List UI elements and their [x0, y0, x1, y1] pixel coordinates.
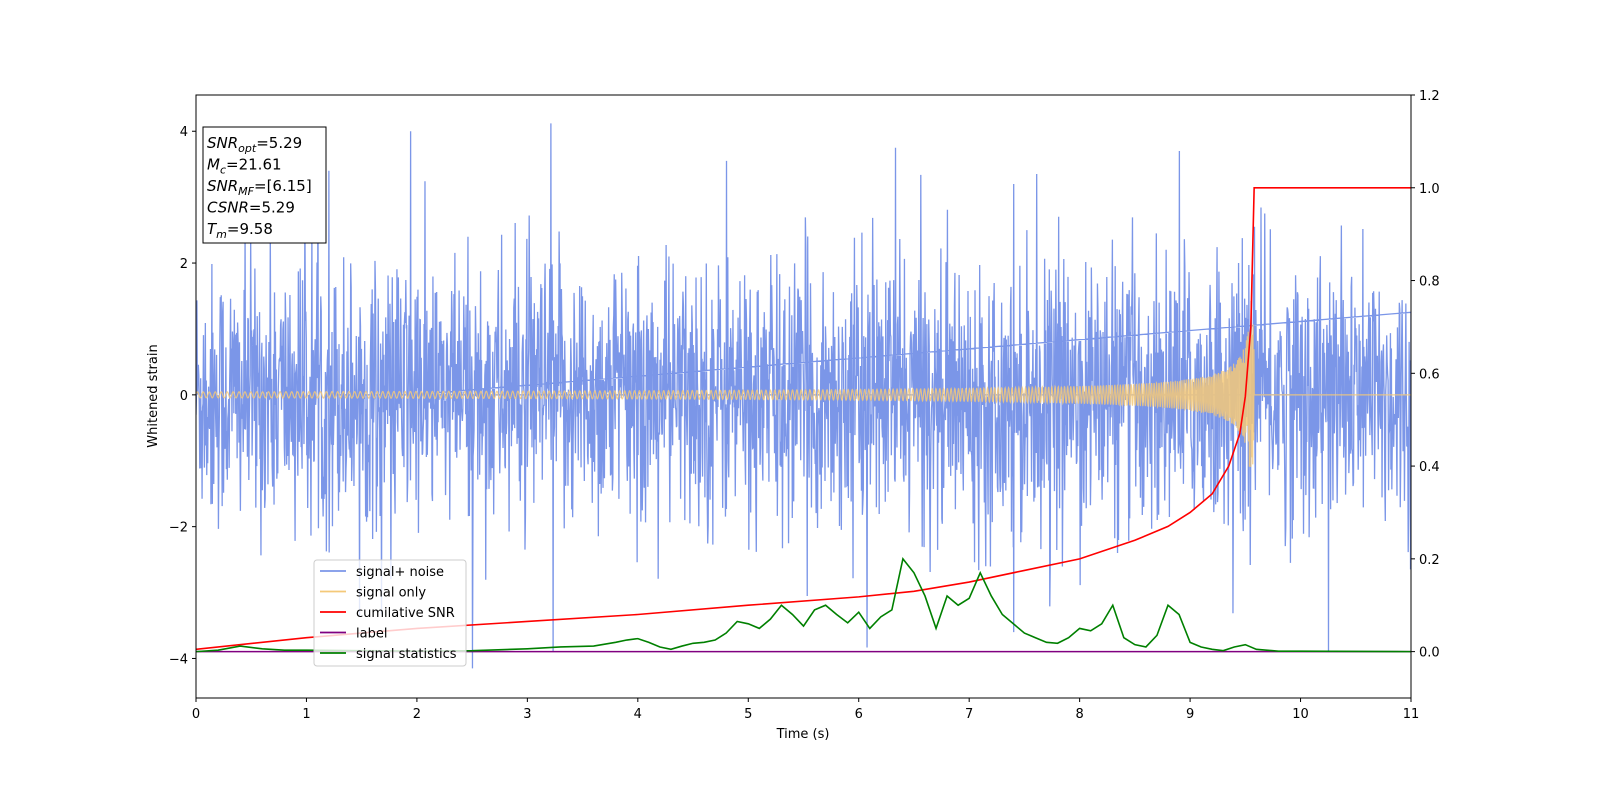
x-tick-label: 6	[855, 707, 863, 722]
y-tick-label: 2	[180, 257, 188, 272]
y2-tick-label: 0.6	[1419, 367, 1440, 382]
legend-label: signal statistics	[356, 647, 457, 662]
x-tick-label: 11	[1403, 707, 1420, 722]
legend-label: signal+ noise	[356, 565, 444, 580]
annotation-line: Mc=21.61	[207, 156, 282, 177]
annotation-box: SNRopt=5.29Mc=21.61SNRMF=[6.15]CSNR=5.29…	[202, 126, 327, 244]
legend-label: signal only	[356, 586, 426, 601]
x-tick-label: 4	[634, 707, 642, 722]
x-axis-label: Time (s)	[776, 727, 830, 742]
series-signal-statistics	[196, 557, 1411, 653]
x-tick-label: 5	[744, 707, 752, 722]
axes-ticks: 0 1 2 3 4 5 6 7 8 9 10 11 −4 −2 0 2 4 0.0 0.2 0.4 0.6 0.8 1.0 1…	[169, 89, 1440, 722]
y2-tick-label: 0.8	[1419, 275, 1440, 290]
series-signal-only	[196, 324, 1411, 467]
annotation-line: Tm=9.58	[207, 220, 273, 241]
legend-frame	[313, 559, 467, 667]
y2-tick-label: 1.2	[1419, 89, 1440, 104]
annotation-line: SNRMF=[6.15]	[207, 177, 312, 198]
y-tick-label: −2	[169, 521, 188, 536]
x-tick-label: 3	[523, 707, 531, 722]
y2-tick-label: 0.0	[1419, 646, 1440, 661]
axes-frame	[195, 94, 1412, 699]
x-tick-label: 2	[413, 707, 421, 722]
y2-tick-label: 1.0	[1419, 182, 1440, 197]
x-tick-label: 9	[1186, 707, 1194, 722]
x-tick-label: 0	[192, 707, 200, 722]
y-tick-label: 0	[180, 389, 188, 404]
annotation-line: SNRopt=5.29	[207, 134, 302, 155]
x-tick-label: 7	[965, 707, 973, 722]
x-tick-label: 8	[1075, 707, 1083, 722]
legend: signal+ noise signal only cumilative SNR la…	[313, 559, 467, 667]
legend-label: cumilative SNR	[356, 606, 455, 621]
y2-tick-label: 0.2	[1419, 553, 1440, 568]
y2-tick-label: 0.4	[1419, 460, 1440, 475]
series-cumulative-snr	[196, 186, 1411, 651]
y-tick-label: 4	[180, 125, 188, 140]
legend-label: label	[356, 627, 387, 642]
x-tick-label: 1	[302, 707, 310, 722]
annotation-frame	[202, 126, 327, 244]
y-axis-label: Whitened strain	[146, 344, 161, 447]
annotation-line: CSNR=5.29	[207, 199, 295, 217]
y-tick-label: −4	[169, 652, 188, 667]
x-tick-label: 10	[1292, 707, 1309, 722]
